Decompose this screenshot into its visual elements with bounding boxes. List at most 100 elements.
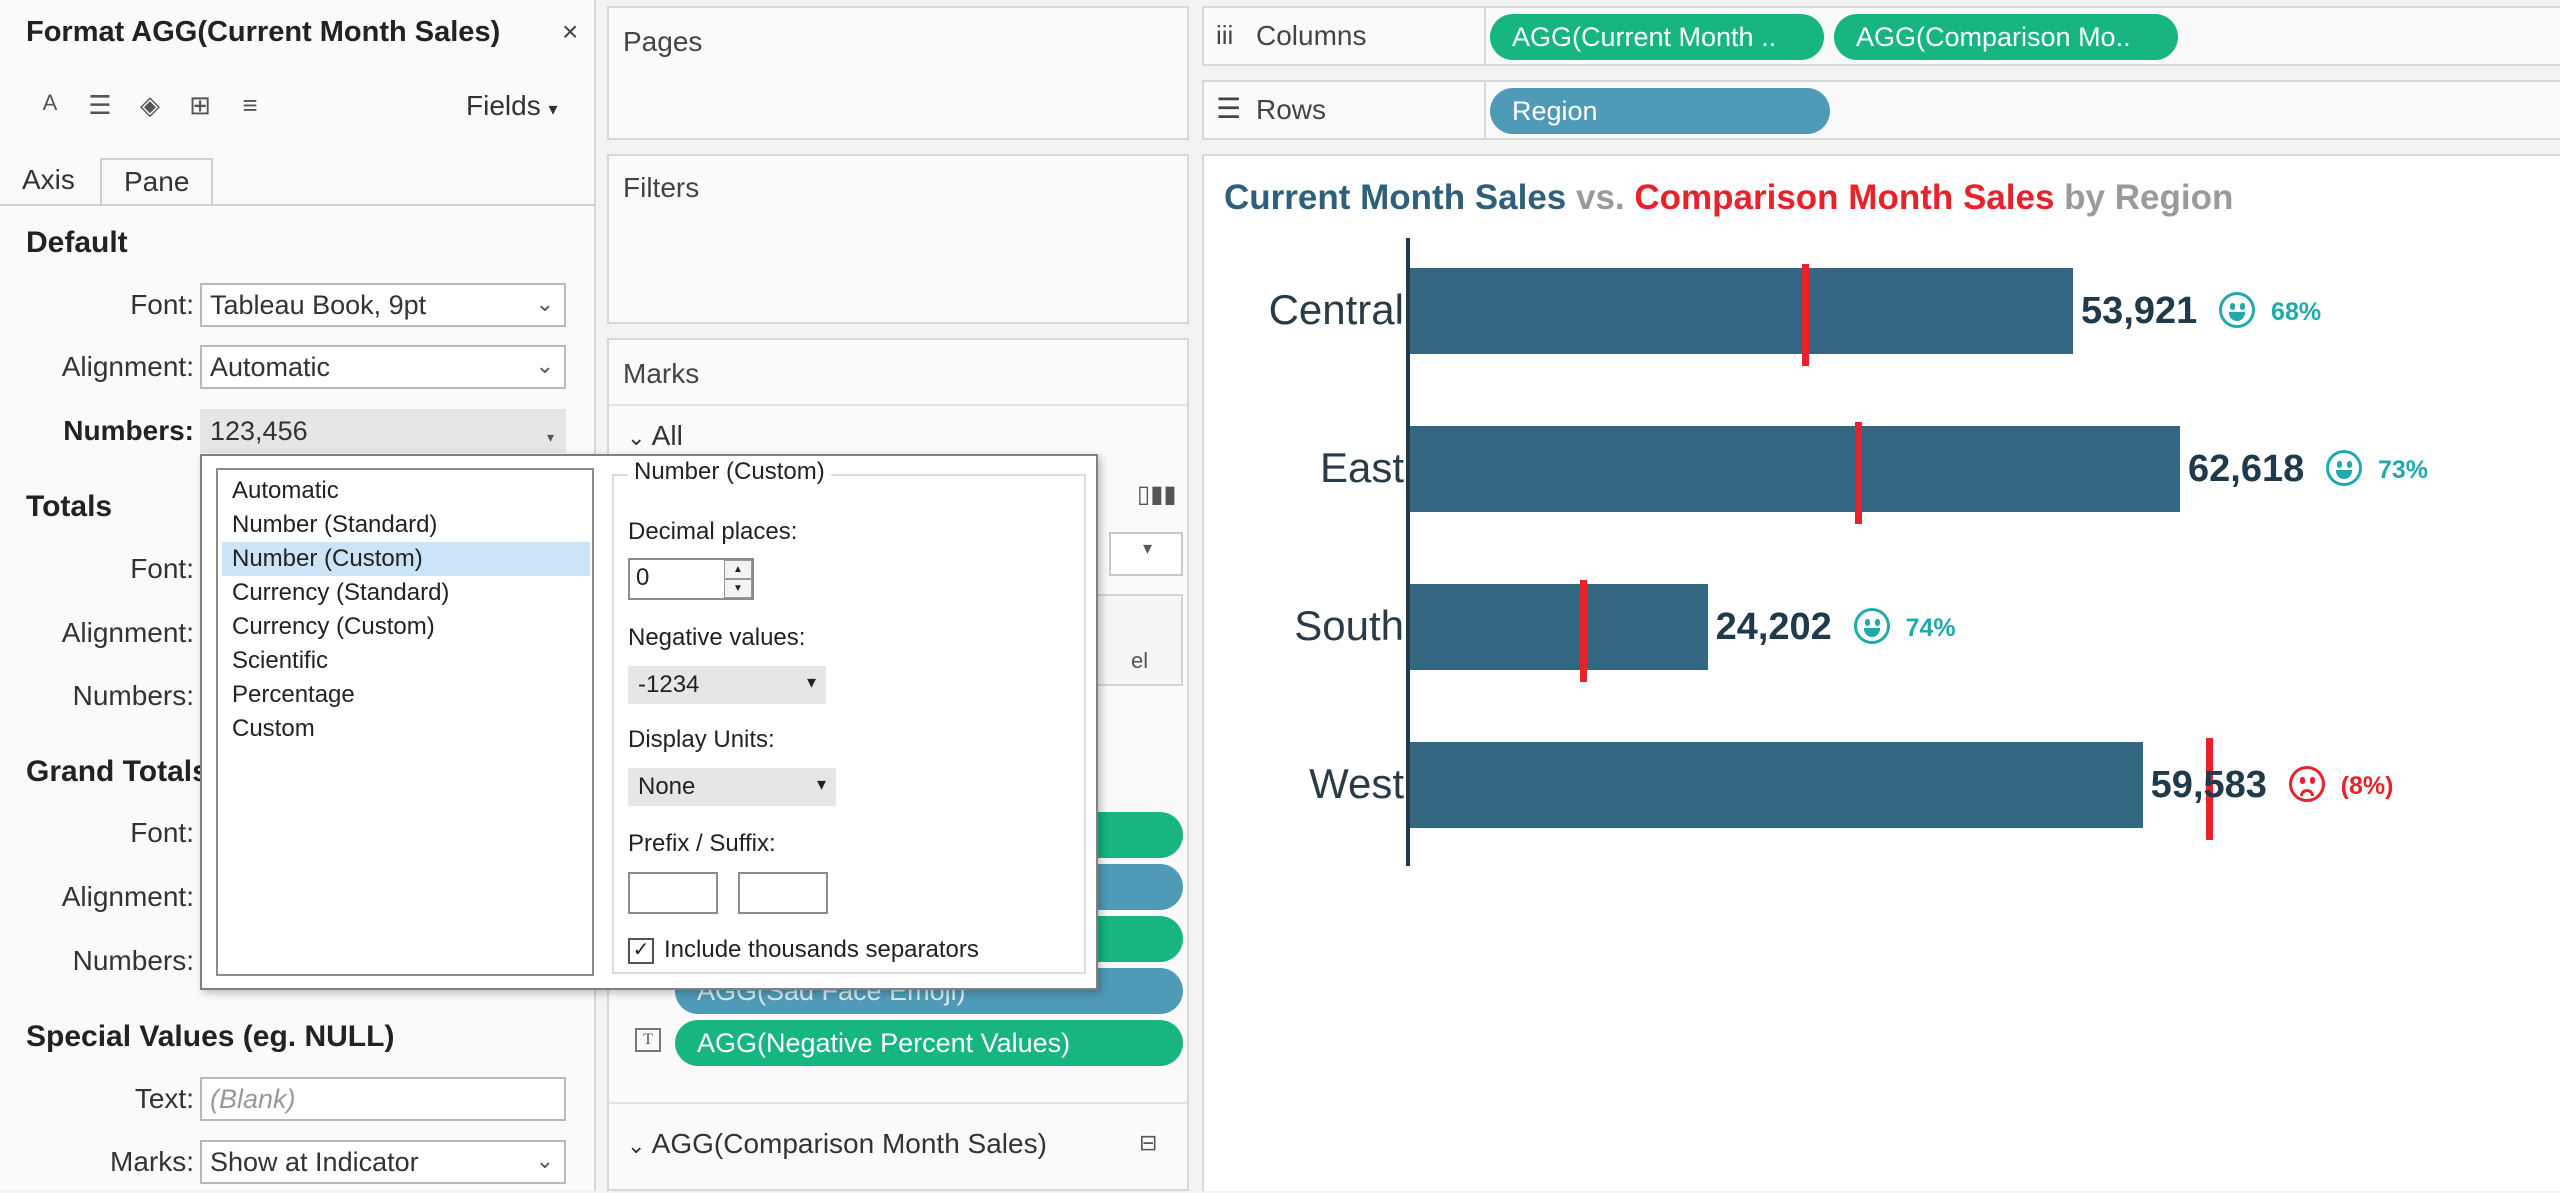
negative-values-dropdown[interactable]: -1234 ▾ (628, 666, 826, 704)
rows-shelf[interactable]: ☰ Rows Region (1202, 80, 2560, 140)
caret-down-icon: ▾ (806, 672, 816, 692)
default-alignment-value: Automatic (210, 352, 331, 382)
chart-title-part-4: by Region (2054, 178, 2234, 217)
tab-axis[interactable]: Axis (22, 164, 75, 195)
columns-shelf[interactable]: iii Columns AGG(Current Month .. AGG(Com… (1202, 6, 2560, 66)
bar-current-month (1410, 268, 2074, 354)
totals-alignment-label: Alignment: (61, 617, 194, 648)
grand-totals-numbers-label: Numbers: (72, 945, 194, 976)
region-label: Central (1268, 286, 1404, 333)
thousands-checkbox[interactable]: ✓ (628, 938, 654, 964)
marks-pill-negative-percent[interactable]: AGG(Negative Percent Values) (675, 1020, 1183, 1066)
format-option-number-standard[interactable]: Number (Standard) (232, 511, 438, 538)
format-option-automatic[interactable]: Automatic (232, 477, 339, 504)
label-button[interactable]: el (1089, 594, 1183, 686)
font-icon[interactable]: A (42, 90, 58, 115)
prefix-input[interactable] (628, 872, 718, 914)
section-default-heading: Default (26, 226, 128, 259)
format-option-percentage[interactable]: Percentage (232, 681, 355, 708)
format-panel-title: Format AGG(Current Month Sales) (26, 16, 501, 48)
region-label: West (1309, 760, 1404, 807)
totals-font-label: Font: (130, 553, 194, 584)
format-option-currency-custom[interactable]: Currency (Custom) (232, 613, 435, 640)
happy-face-icon (2219, 292, 2256, 328)
default-font-label: Font: (130, 289, 194, 320)
percent-label: 68% (2271, 298, 2322, 326)
default-alignment-select[interactable]: Automatic ⌄ (200, 345, 566, 389)
rows-pill-region[interactable]: Region (1490, 88, 1830, 134)
numbers-format-popup: Automatic Number (Standard) Number (Cust… (200, 454, 1098, 990)
special-text-placeholder: (Blank) (210, 1084, 296, 1114)
default-font-value: Tableau Book, 9pt (210, 290, 427, 320)
suffix-input[interactable] (738, 872, 828, 914)
label-button-text: el (1131, 648, 1149, 673)
chevron-down-icon: ⌄ (535, 1148, 554, 1173)
default-numbers-label: Numbers: (63, 415, 194, 446)
mark-type-dropdown[interactable]: ▾ (1109, 532, 1183, 576)
borders-icon[interactable]: ⊞ (189, 90, 211, 120)
default-font-select[interactable]: Tableau Book, 9pt ⌄ (200, 283, 566, 327)
format-option-number-custom[interactable]: Number (Custom) (222, 542, 590, 576)
alignment-icon[interactable]: ☰ (88, 90, 112, 120)
display-units-dropdown[interactable]: None ▾ (628, 768, 836, 806)
chart-marks-layer: Central 53,921 68% East 62,618 73% South 24,202… (1204, 156, 2560, 1193)
comparison-marks-toggle[interactable]: ⌄ AGG(Comparison Month Sales) (627, 1128, 1047, 1159)
marks-divider (609, 404, 1187, 406)
close-icon[interactable]: × (562, 16, 579, 47)
y-axis-line (1406, 238, 1410, 866)
shading-icon[interactable]: ◈ (140, 90, 160, 120)
filters-shelf-title: Filters (623, 172, 700, 203)
format-option-currency-standard[interactable]: Currency (Standard) (232, 579, 450, 606)
section-grand-totals-heading: Grand Totals (26, 755, 209, 788)
fields-dropdown[interactable]: Fields ▾ (466, 90, 558, 121)
default-alignment-label: Alignment: (61, 351, 194, 382)
columns-pill-current-month[interactable]: AGG(Current Month .. (1490, 14, 1824, 60)
thousands-label: Include thousands separators (664, 936, 979, 963)
lines-icon[interactable]: ≡ (242, 90, 258, 120)
default-numbers-value: 123,456 (210, 416, 308, 446)
pages-shelf[interactable]: Pages (607, 6, 1189, 140)
marks-divider-2 (609, 1102, 1187, 1104)
format-option-custom[interactable]: Custom (232, 715, 315, 742)
stepper-up-icon[interactable]: ▲ (724, 560, 752, 579)
region-label: East (1319, 444, 1404, 491)
value-label: 24,202 (1715, 606, 1832, 648)
tab-pane[interactable]: Pane (100, 158, 214, 206)
columns-pill-comparison-month[interactable]: AGG(Comparison Mo.. (1834, 14, 2178, 60)
default-numbers-select[interactable]: 123,456 ▾ (200, 409, 566, 453)
special-marks-select[interactable]: Show at Indicator ⌄ (200, 1140, 566, 1184)
percent-label: 74% (1905, 614, 1956, 642)
gantt-icon[interactable]: ⊟ (1139, 1130, 1158, 1155)
decimal-places-value: 0 (636, 564, 650, 591)
chart-title-part-1: Current Month Sales (1224, 178, 1567, 217)
percent-label: 73% (2378, 456, 2429, 484)
rows-shelf-label: Rows (1256, 94, 1327, 125)
chevron-down-icon: ⌄ (535, 291, 554, 316)
chevron-down-icon: ⌄ (627, 425, 646, 450)
rows-icon: ☰ (1216, 93, 1242, 124)
pages-shelf-title: Pages (623, 26, 703, 57)
section-totals-heading: Totals (26, 490, 113, 523)
special-text-label: Text: (134, 1083, 194, 1114)
text-mark-icon: T (635, 1028, 661, 1052)
reference-line-comparison (1801, 264, 1809, 366)
grand-totals-alignment-label: Alignment: (61, 881, 194, 912)
totals-numbers-label: Numbers: (72, 680, 194, 711)
caret-down-icon: ▾ (1143, 538, 1153, 558)
filters-shelf[interactable]: Filters (607, 154, 1189, 324)
stepper-down-icon[interactable]: ▼ (724, 579, 752, 598)
columns-shelf-label: Columns (1256, 20, 1367, 51)
special-text-input[interactable]: (Blank) (200, 1077, 566, 1121)
value-label: 62,618 (2188, 448, 2305, 490)
special-marks-label: Marks: (110, 1146, 194, 1177)
bar-chart-icon[interactable]: ▯▮▮ (1137, 481, 1177, 508)
format-option-scientific[interactable]: Scientific (232, 647, 329, 674)
value-label: 59,583 (2150, 764, 2267, 806)
reference-line-comparison (2206, 738, 2214, 840)
chart-title: Current Month Sales vs. Comparison Month… (1224, 178, 2233, 218)
caret-down-icon: ▾ (548, 99, 558, 119)
number-format-list[interactable]: Automatic Number (Standard) Number (Cust… (216, 468, 594, 976)
chart-title-part-3: Comparison Month Sales (1634, 178, 2055, 217)
decimal-places-stepper[interactable]: 0 ▲ ▼ (628, 558, 754, 600)
marks-all-toggle[interactable]: ⌄ All (627, 420, 683, 451)
